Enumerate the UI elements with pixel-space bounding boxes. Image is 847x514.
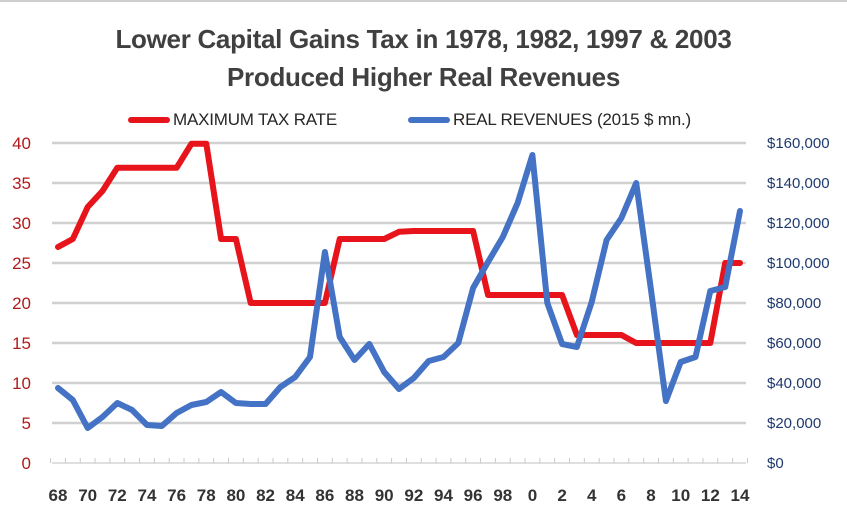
x-tick-label: 4 bbox=[587, 486, 597, 505]
y-left-tick-label: 25 bbox=[12, 254, 31, 273]
x-tick-label: 8 bbox=[646, 486, 655, 505]
x-tick-label: 72 bbox=[108, 486, 127, 505]
y-right-tick-label: $60,000 bbox=[767, 335, 821, 352]
x-tick-label: 10 bbox=[671, 486, 690, 505]
chart-subtitle: Produced Higher Real Revenues bbox=[227, 62, 620, 92]
x-tick-label: 88 bbox=[345, 486, 364, 505]
x-tick-label: 68 bbox=[49, 486, 68, 505]
y-right-tick-label: $0 bbox=[767, 455, 784, 472]
y-left-tick-label: 30 bbox=[12, 214, 31, 233]
x-axis: 68 70 72 74 76 78 80 82 84 86 88 90 92 94 96 98 0 2 4 6 8 10 1… bbox=[49, 458, 750, 505]
y-left-tick-label: 5 bbox=[22, 414, 31, 433]
x-tick-label: 78 bbox=[197, 486, 216, 505]
y-left-tick-label: 0 bbox=[22, 454, 31, 473]
legend-item-tax-rate: MAXIMUM TAX RATE bbox=[128, 110, 337, 130]
chart-title: Lower Capital Gains Tax in 1978, 1982, 1… bbox=[115, 24, 732, 54]
y-axis-right: $0 $20,000 $40,000 $60,000 $80,000 $100,000 $1… bbox=[767, 135, 830, 472]
gridlines bbox=[52, 141, 746, 464]
series-lines bbox=[55, 140, 743, 431]
y-left-tick-label: 40 bbox=[12, 134, 31, 153]
x-tick-label: 84 bbox=[286, 486, 305, 505]
x-tick-label: 76 bbox=[167, 486, 186, 505]
x-tick-label: 96 bbox=[464, 486, 483, 505]
x-tick-label: 6 bbox=[617, 486, 626, 505]
legend-swatch-tax-rate bbox=[128, 117, 170, 123]
legend-label-tax-rate: MAXIMUM TAX RATE bbox=[173, 110, 337, 129]
series-line-real-revenues bbox=[55, 152, 743, 431]
x-tick-label: 94 bbox=[434, 486, 453, 505]
series-line-max-tax-rate bbox=[55, 140, 743, 346]
y-right-tick-label: $80,000 bbox=[767, 295, 821, 312]
y-right-tick-label: $140,000 bbox=[767, 175, 830, 192]
y-right-tick-label: $160,000 bbox=[767, 135, 830, 152]
y-left-tick-label: 20 bbox=[12, 294, 31, 313]
x-tick-label: 86 bbox=[315, 486, 334, 505]
x-tick-label: 70 bbox=[78, 486, 97, 505]
y-right-tick-label: $40,000 bbox=[767, 375, 821, 392]
y-left-tick-label: 10 bbox=[12, 374, 31, 393]
x-tick-label: 14 bbox=[731, 486, 750, 505]
legend: MAXIMUM TAX RATE REAL REVENUES (2015 $ m… bbox=[0, 110, 847, 134]
y-left-tick-label: 15 bbox=[12, 334, 31, 353]
y-left-tick-label: 35 bbox=[12, 174, 31, 193]
legend-label-real-revenues: REAL REVENUES (2015 $ mn.) bbox=[453, 110, 691, 129]
y-right-tick-label: $100,000 bbox=[767, 255, 830, 272]
x-tick-label: 80 bbox=[226, 486, 245, 505]
legend-swatch-real-revenues bbox=[408, 117, 450, 123]
x-tick-label: 12 bbox=[701, 486, 720, 505]
top-border bbox=[0, 0, 847, 2]
x-tick-label: 82 bbox=[256, 486, 275, 505]
x-tick-label: 2 bbox=[557, 486, 566, 505]
x-tick-label: 90 bbox=[375, 486, 394, 505]
legend-item-real-revenues: REAL REVENUES (2015 $ mn.) bbox=[408, 110, 691, 130]
y-right-tick-label: $120,000 bbox=[767, 215, 830, 232]
y-axis-left: 0 5 10 15 20 25 30 35 40 bbox=[12, 134, 31, 473]
y-right-tick-label: $20,000 bbox=[767, 415, 821, 432]
x-tick-label: 0 bbox=[528, 486, 537, 505]
x-tick-label: 74 bbox=[137, 486, 156, 505]
x-tick-label: 92 bbox=[404, 486, 423, 505]
x-tick-label: 98 bbox=[493, 486, 512, 505]
